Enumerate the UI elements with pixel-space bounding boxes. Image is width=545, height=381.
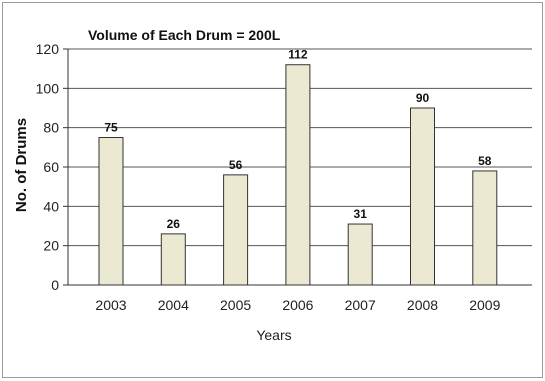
axes <box>67 49 532 286</box>
data-label: 26 <box>167 217 181 231</box>
x-tick-label: 2003 <box>95 297 126 313</box>
x-tick-label: 2007 <box>345 297 376 313</box>
data-label: 58 <box>478 154 492 168</box>
chart-frame <box>2 2 543 378</box>
x-axis-title: Years <box>256 327 291 343</box>
y-tick-label: 100 <box>36 80 60 96</box>
bar <box>223 174 249 286</box>
y-tick-label: 40 <box>43 198 59 214</box>
labels: 0 20 40 60 80 100 120 75 2003 26 2004 56 2005 112 2006… <box>36 41 501 313</box>
bar <box>347 223 373 286</box>
y-axis-title: No. of Drums <box>13 118 30 212</box>
bar <box>160 233 186 286</box>
bar <box>410 107 435 286</box>
data-label: 75 <box>104 121 118 135</box>
data-label: 112 <box>288 48 308 62</box>
bars <box>98 64 498 286</box>
data-label: 31 <box>354 207 368 221</box>
bar <box>285 64 311 286</box>
chart-title: Volume of Each Drum = 200L <box>88 27 281 43</box>
y-tick-label: 20 <box>43 238 59 254</box>
x-tick-label: 2009 <box>469 297 500 313</box>
y-tick-label: 120 <box>36 41 60 57</box>
bar <box>472 170 498 286</box>
data-label: 90 <box>416 91 430 105</box>
y-tick-label: 0 <box>51 277 59 293</box>
y-tick-label: 60 <box>43 159 59 175</box>
x-tick-label: 2005 <box>220 297 251 313</box>
bar <box>98 137 124 286</box>
data-label: 56 <box>229 158 243 172</box>
x-tick-label: 2008 <box>407 297 438 313</box>
x-tick-label: 2006 <box>282 297 313 313</box>
x-tick-label: 2004 <box>158 297 189 313</box>
y-tick-label: 80 <box>43 120 59 136</box>
